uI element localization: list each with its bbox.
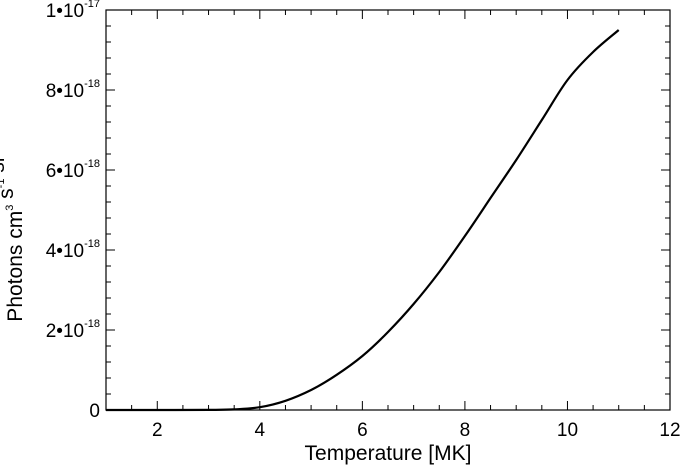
- y-tick-label: 1•10-17: [46, 0, 100, 22]
- y-tick-label: 0: [89, 401, 100, 422]
- y-tick-label: 8•10-18: [46, 78, 100, 102]
- series-line: [106, 29, 620, 412]
- x-tick-label: 4: [255, 420, 266, 441]
- x-tick-label: 6: [357, 420, 368, 441]
- plot-frame: [105, 9, 671, 411]
- x-tick-label: 2: [152, 420, 163, 441]
- y-tick-label: 6•10-18: [46, 158, 100, 182]
- x-tick-label: 10: [557, 420, 578, 441]
- x-tick-label: 12: [659, 420, 680, 441]
- x-tick-labels: 2 4 6 8 10 12: [152, 420, 681, 441]
- x-tick-label: 8: [460, 420, 471, 441]
- y-tick-label: 2•10-18: [46, 318, 100, 342]
- y-tick-labels: 0 2•10-18 4•10-18 6•10-18 8•10-18 1•10-17: [46, 0, 100, 422]
- y-axis-title: Photons cm3 s-1 sr-1 EM-1: [0, 98, 27, 321]
- x-axis-title: Temperature [MK]: [305, 442, 472, 465]
- y-tick-label: 4•10-18: [46, 238, 100, 262]
- axis-ticks: [106, 10, 670, 410]
